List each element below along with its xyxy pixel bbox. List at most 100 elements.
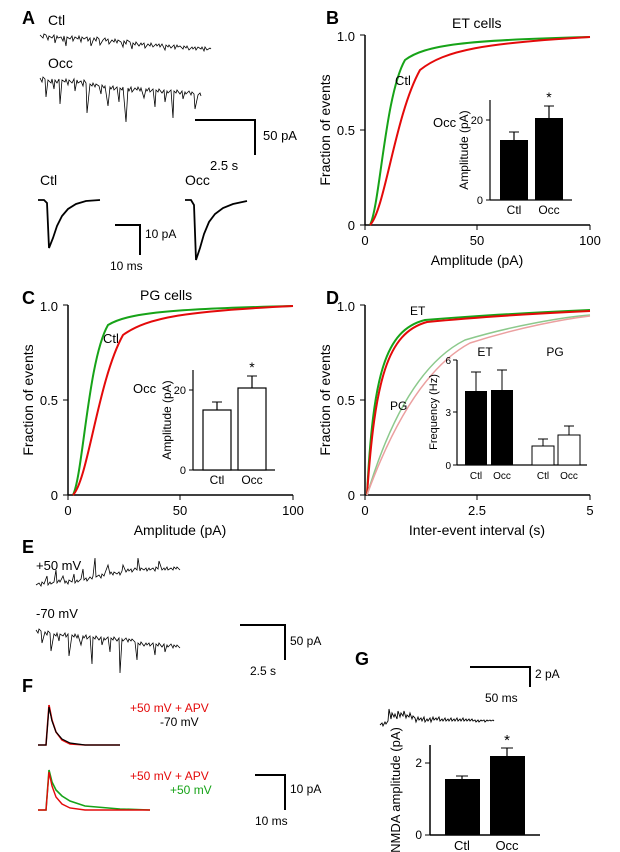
svg-text:0: 0 [477,195,483,207]
svg-text:Amplitude (pA): Amplitude (pA) [134,522,227,538]
svg-text:1.0: 1.0 [40,299,58,314]
panel-g-trace [380,709,494,726]
svg-text:0: 0 [361,233,368,248]
panel-e-minus70-trace [36,629,180,673]
svg-text:Occ: Occ [433,115,457,130]
panel-a-mini-scalebar: 10 pA 10 ms [110,225,176,273]
svg-text:*: * [504,732,510,749]
svg-text:0: 0 [361,503,368,518]
svg-text:20: 20 [174,385,186,397]
svg-text:0.5: 0.5 [337,123,355,138]
svg-text:10 pA: 10 pA [290,782,321,796]
svg-text:ET: ET [410,304,426,318]
svg-text:100: 100 [282,503,304,518]
svg-text:Ctl: Ctl [470,471,482,482]
svg-text:*: * [546,89,552,105]
svg-text:0: 0 [64,503,71,518]
svg-text:1.0: 1.0 [337,299,355,314]
svg-text:Frequency (Hz): Frequency (Hz) [428,374,440,450]
svg-text:50 pA: 50 pA [263,128,297,143]
svg-text:Amplitude (pA): Amplitude (pA) [457,110,471,189]
svg-text:*: * [249,359,255,375]
svg-text:Occ: Occ [133,381,157,396]
svg-text:2.5 s: 2.5 s [250,664,276,678]
svg-text:+50 mV + APV: +50 mV + APV [130,701,209,715]
panel-b-title: ET cells [452,15,502,31]
panel-e-scalebar: 50 pA 2.5 s [240,625,321,678]
svg-text:2.5: 2.5 [468,503,486,518]
panel-d-axes: 0 0.5 1.0 0 2.5 5 Inter-event interval (… [317,299,594,538]
svg-text:1.0: 1.0 [337,29,355,44]
svg-text:PG: PG [546,345,563,359]
panel-a-mini-occ-label: Occ [185,172,210,188]
svg-text:Occ: Occ [538,203,559,217]
svg-text:0: 0 [180,465,186,477]
figure-container: A Ctl Occ 50 pA 2.5 s Ctl Occ 10 pA 10 m… [0,0,620,852]
svg-text:+50 mV: +50 mV [170,783,212,797]
svg-text:Amplitude (pA): Amplitude (pA) [160,380,174,459]
svg-text:50 ms: 50 ms [485,691,518,705]
svg-text:Amplitude (pA): Amplitude (pA) [431,252,524,268]
svg-text:PG: PG [390,399,407,413]
svg-text:ET: ET [477,345,493,359]
panel-c-inset: 0 20 Amplitude (pA) * Ctl Occ [160,359,275,487]
svg-text:10 ms: 10 ms [255,814,288,828]
svg-text:50: 50 [173,503,187,518]
panel-a-scalebar: 50 pA 2.5 s [195,120,297,173]
svg-text:50 pA: 50 pA [290,634,321,648]
svg-text:Occ: Occ [493,471,511,482]
svg-text:-70 mV: -70 mV [160,715,199,729]
svg-text:0.5: 0.5 [40,393,58,408]
svg-text:Ctl: Ctl [454,838,470,852]
svg-text:100: 100 [579,233,601,248]
svg-text:Inter-event interval (s): Inter-event interval (s) [409,522,545,538]
svg-text:Ctl: Ctl [103,331,119,346]
panel-a-occ-label: Occ [48,55,73,71]
svg-text:0: 0 [445,461,451,472]
svg-text:10 pA: 10 pA [145,227,176,241]
panel-f-scalebar: 10 pA 10 ms [255,775,321,828]
svg-text:0: 0 [348,488,355,503]
svg-text:0.5: 0.5 [337,393,355,408]
svg-text:20: 20 [471,115,483,127]
svg-text:Ctl: Ctl [395,73,411,88]
panel-e-plus50-label: +50 mV [36,558,81,573]
svg-text:10 ms: 10 ms [110,259,143,273]
figure-svg: A Ctl Occ 50 pA 2.5 s Ctl Occ 10 pA 10 m… [0,0,620,852]
panel-c-title: PG cells [140,287,192,303]
svg-text:2: 2 [415,756,422,770]
panel-a-mini-ctl-label: Ctl [40,172,57,188]
svg-text:0: 0 [51,488,58,503]
panel-g-scalebar: 2 pA 50 ms [470,667,560,705]
panel-b-inset: 0 20 Amplitude (pA) * Ctl Occ [457,89,572,217]
panel-b-label: B [326,8,339,28]
svg-text:2 pA: 2 pA [535,667,560,681]
panel-a-mini-ctl-trace [38,200,100,248]
svg-text:0: 0 [348,218,355,233]
panel-f-overlay1 [38,705,120,745]
svg-text:NMDA amplitude (pA): NMDA amplitude (pA) [388,727,403,852]
svg-text:Fraction of events: Fraction of events [317,344,333,455]
svg-text:Ctl: Ctl [210,473,225,487]
svg-text:5: 5 [586,503,593,518]
svg-text:6: 6 [445,356,451,367]
svg-text:Occ: Occ [560,471,578,482]
panel-d-inset: 0 3 6 Frequency (Hz) ET PG Ctl Occ Ctl O… [428,345,587,482]
svg-text:3: 3 [445,408,451,419]
panel-a-mini-occ-trace [185,200,247,260]
svg-text:Ctl: Ctl [537,471,549,482]
panel-a-occ-trace [40,77,201,122]
svg-text:Ctl: Ctl [507,203,522,217]
panel-g-label: G [355,649,369,669]
panel-a-ctl-trace [40,34,211,51]
svg-text:Fraction of events: Fraction of events [317,74,333,185]
svg-text:Occ: Occ [241,473,262,487]
panel-f-label: F [22,676,33,696]
svg-text:0: 0 [415,828,422,842]
panel-g-bars: 0 2 NMDA amplitude (pA) * Ctl Occ [388,727,540,852]
svg-text:Occ: Occ [495,838,519,852]
panel-a-label: A [22,8,35,28]
panel-e-minus70-label: -70 mV [36,606,78,621]
svg-text:50: 50 [470,233,484,248]
panel-e-label: E [22,537,34,557]
